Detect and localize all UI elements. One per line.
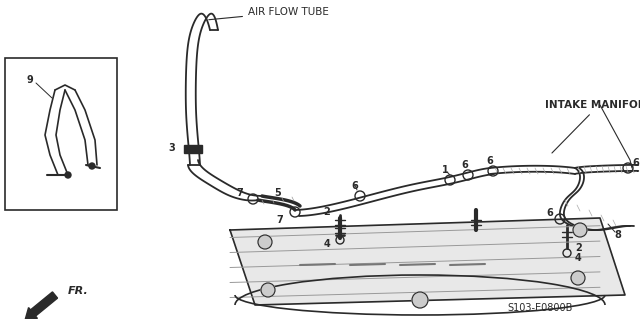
Circle shape xyxy=(65,172,71,178)
Circle shape xyxy=(89,163,95,169)
Text: FR.: FR. xyxy=(68,286,89,296)
Circle shape xyxy=(573,223,587,237)
Text: 6: 6 xyxy=(632,158,639,168)
Text: 9: 9 xyxy=(27,75,33,85)
Text: 4: 4 xyxy=(575,253,582,263)
Text: INTAKE MANIFOLD: INTAKE MANIFOLD xyxy=(545,100,640,153)
Text: 4: 4 xyxy=(323,239,330,249)
FancyArrow shape xyxy=(25,292,58,319)
Text: 2: 2 xyxy=(575,243,582,253)
Text: 6: 6 xyxy=(461,160,468,170)
Text: 6: 6 xyxy=(486,156,493,166)
Bar xyxy=(5,58,117,210)
Text: 6: 6 xyxy=(547,208,553,218)
Text: 7: 7 xyxy=(276,215,283,225)
Circle shape xyxy=(258,235,272,249)
Circle shape xyxy=(261,283,275,297)
Text: 1: 1 xyxy=(442,165,449,175)
Text: 6: 6 xyxy=(351,181,358,191)
Text: 3: 3 xyxy=(168,143,175,153)
Text: AIR FLOW TUBE: AIR FLOW TUBE xyxy=(209,7,329,20)
Text: S103-E0800B: S103-E0800B xyxy=(508,303,573,313)
Text: 2: 2 xyxy=(323,207,330,217)
Circle shape xyxy=(571,271,585,285)
Circle shape xyxy=(412,292,428,308)
Bar xyxy=(184,145,202,153)
Text: 5: 5 xyxy=(275,188,282,198)
Text: 7: 7 xyxy=(236,188,243,198)
Text: 8: 8 xyxy=(614,230,621,240)
Polygon shape xyxy=(230,218,625,305)
